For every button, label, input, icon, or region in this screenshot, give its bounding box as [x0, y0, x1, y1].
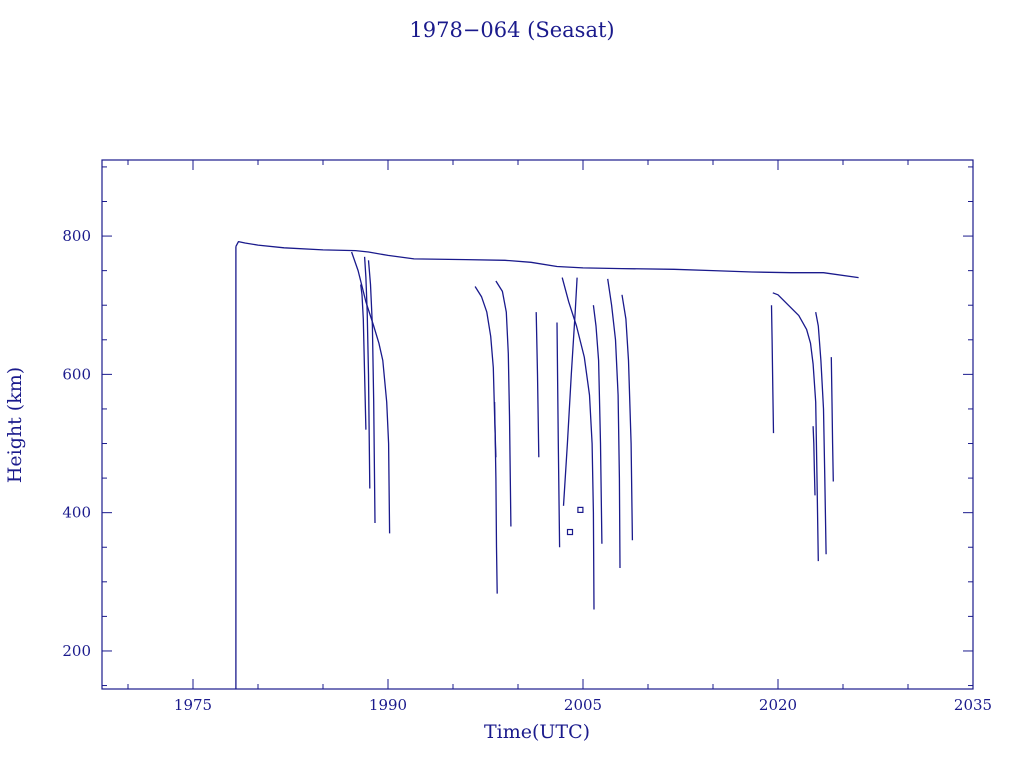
x-tick-label: 2020	[759, 696, 797, 714]
tick-labels: 1975 1990 2005 2020 2035 200 400 600 800	[62, 227, 992, 714]
series-line-12	[556, 322, 561, 548]
series-line-10	[535, 312, 540, 458]
series-line-5	[363, 256, 371, 489]
data-points	[566, 506, 584, 536]
data-point-1	[566, 528, 574, 536]
series-line-13	[561, 277, 595, 610]
x-tick-label: 2005	[564, 696, 602, 714]
series-line-8	[493, 401, 498, 594]
data-series	[235, 240, 859, 689]
series-line-14	[592, 305, 603, 544]
y-axis-label: Height (km)	[4, 367, 26, 483]
data-point-2	[577, 506, 584, 514]
axis-ticks	[102, 160, 974, 689]
series-line-2	[235, 240, 859, 279]
y-tick-label: 200	[62, 642, 91, 660]
series-line-15	[607, 278, 621, 569]
y-tick-label: 400	[62, 504, 91, 522]
y-tick-label: 800	[62, 227, 91, 245]
x-axis-label: Time(UTC)	[484, 721, 590, 743]
series-line-16	[621, 294, 634, 541]
series-line-11	[562, 277, 578, 506]
series-line-18	[772, 292, 819, 562]
series-line-3	[350, 251, 391, 534]
y-tick-label: 600	[62, 365, 91, 383]
x-tick-label: 1975	[174, 696, 212, 714]
plot-frame	[101, 159, 974, 690]
series-line-20	[812, 426, 816, 496]
x-tick-label: 1990	[369, 696, 407, 714]
series-line-4	[360, 284, 367, 430]
series-line-19	[815, 311, 827, 555]
chart-title: 1978−064 (Seasat)	[409, 18, 614, 42]
series-line-6	[367, 260, 376, 524]
series-line-9	[495, 280, 512, 527]
series-line-7	[474, 286, 497, 458]
series-line-21	[830, 357, 834, 482]
series-line-17	[770, 305, 775, 434]
x-tick-label: 2035	[954, 696, 992, 714]
